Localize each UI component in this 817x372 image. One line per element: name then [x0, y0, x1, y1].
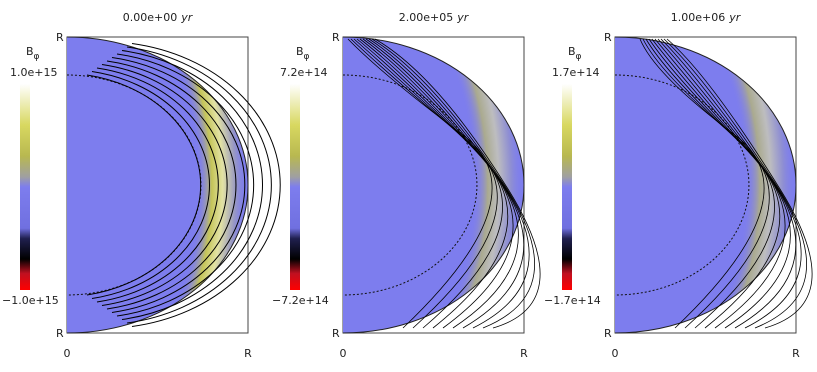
title-value: 2.00e+05 — [399, 11, 453, 24]
contour — [666, 38, 813, 329]
label-main: B — [296, 45, 304, 58]
axis-label: 0 — [340, 347, 347, 360]
axis-label: R — [332, 31, 340, 44]
field-band — [343, 37, 524, 333]
axis-label: 0 — [612, 347, 619, 360]
panel-title: 1.00e+06 yr — [671, 11, 742, 24]
colorbar-label: Bφ — [296, 45, 310, 62]
panel-title: 2.00e+05 yr — [399, 11, 470, 24]
colorbar — [20, 84, 30, 290]
axis-label: R — [56, 327, 64, 340]
contour — [657, 38, 797, 329]
contour — [663, 38, 807, 329]
outer-boundary — [66, 36, 249, 334]
outer-boundary — [614, 36, 797, 334]
label-sub: φ — [576, 52, 582, 62]
contour — [639, 38, 765, 329]
contour — [91, 71, 210, 299]
colorbar-min: −1.7e+14 — [544, 294, 601, 307]
title-value: 1.00e+06 — [671, 11, 725, 24]
colorbar-max: 1.0e+15 — [10, 66, 57, 79]
contour — [131, 43, 281, 327]
axis-label: R — [332, 327, 340, 340]
axis-label: 0 — [64, 347, 71, 360]
inner-boundary — [66, 74, 202, 296]
axis-label: R — [520, 347, 528, 360]
contour — [365, 38, 525, 329]
inner-boundary — [614, 74, 750, 296]
outer-boundary — [342, 36, 525, 334]
contour — [371, 38, 535, 329]
axis-label: R — [244, 347, 252, 360]
field-band — [67, 37, 248, 333]
label-sub: φ — [304, 52, 310, 62]
contour — [106, 60, 237, 310]
contour — [116, 53, 255, 317]
contour — [642, 38, 770, 329]
colorbar-max: 7.2e+14 — [280, 66, 327, 79]
colorbar-label: Bφ — [26, 45, 40, 62]
axis-label: R — [792, 347, 800, 360]
contour — [126, 46, 272, 324]
panel-title: 0.00e+00 yr — [123, 11, 194, 24]
contour — [368, 38, 530, 329]
title-unit: yr — [180, 11, 194, 24]
contour — [111, 57, 246, 313]
contour — [96, 67, 219, 303]
axis-label: R — [604, 31, 612, 44]
contour — [121, 50, 264, 320]
colorbar-min: −7.2e+14 — [272, 294, 329, 307]
contour — [347, 38, 493, 329]
title-value: 0.00e+00 — [123, 11, 177, 24]
contour — [660, 38, 802, 329]
colorbar-label: Bφ — [568, 45, 582, 62]
contour — [374, 38, 541, 329]
field-band — [615, 37, 796, 333]
title-unit: yr — [456, 11, 470, 24]
contour — [86, 74, 202, 296]
colorbar-min: −1.0e+15 — [2, 294, 59, 307]
label-main: B — [26, 45, 34, 58]
title-unit: yr — [728, 11, 742, 24]
colorbar-max: 1.7e+14 — [552, 66, 599, 79]
colorbar — [290, 84, 300, 290]
label-sub: φ — [34, 52, 40, 62]
inner-boundary — [342, 74, 478, 296]
colorbar — [562, 84, 572, 290]
contour — [101, 64, 228, 306]
axis-label: R — [56, 31, 64, 44]
axis-label: R — [604, 327, 612, 340]
label-main: B — [568, 45, 576, 58]
